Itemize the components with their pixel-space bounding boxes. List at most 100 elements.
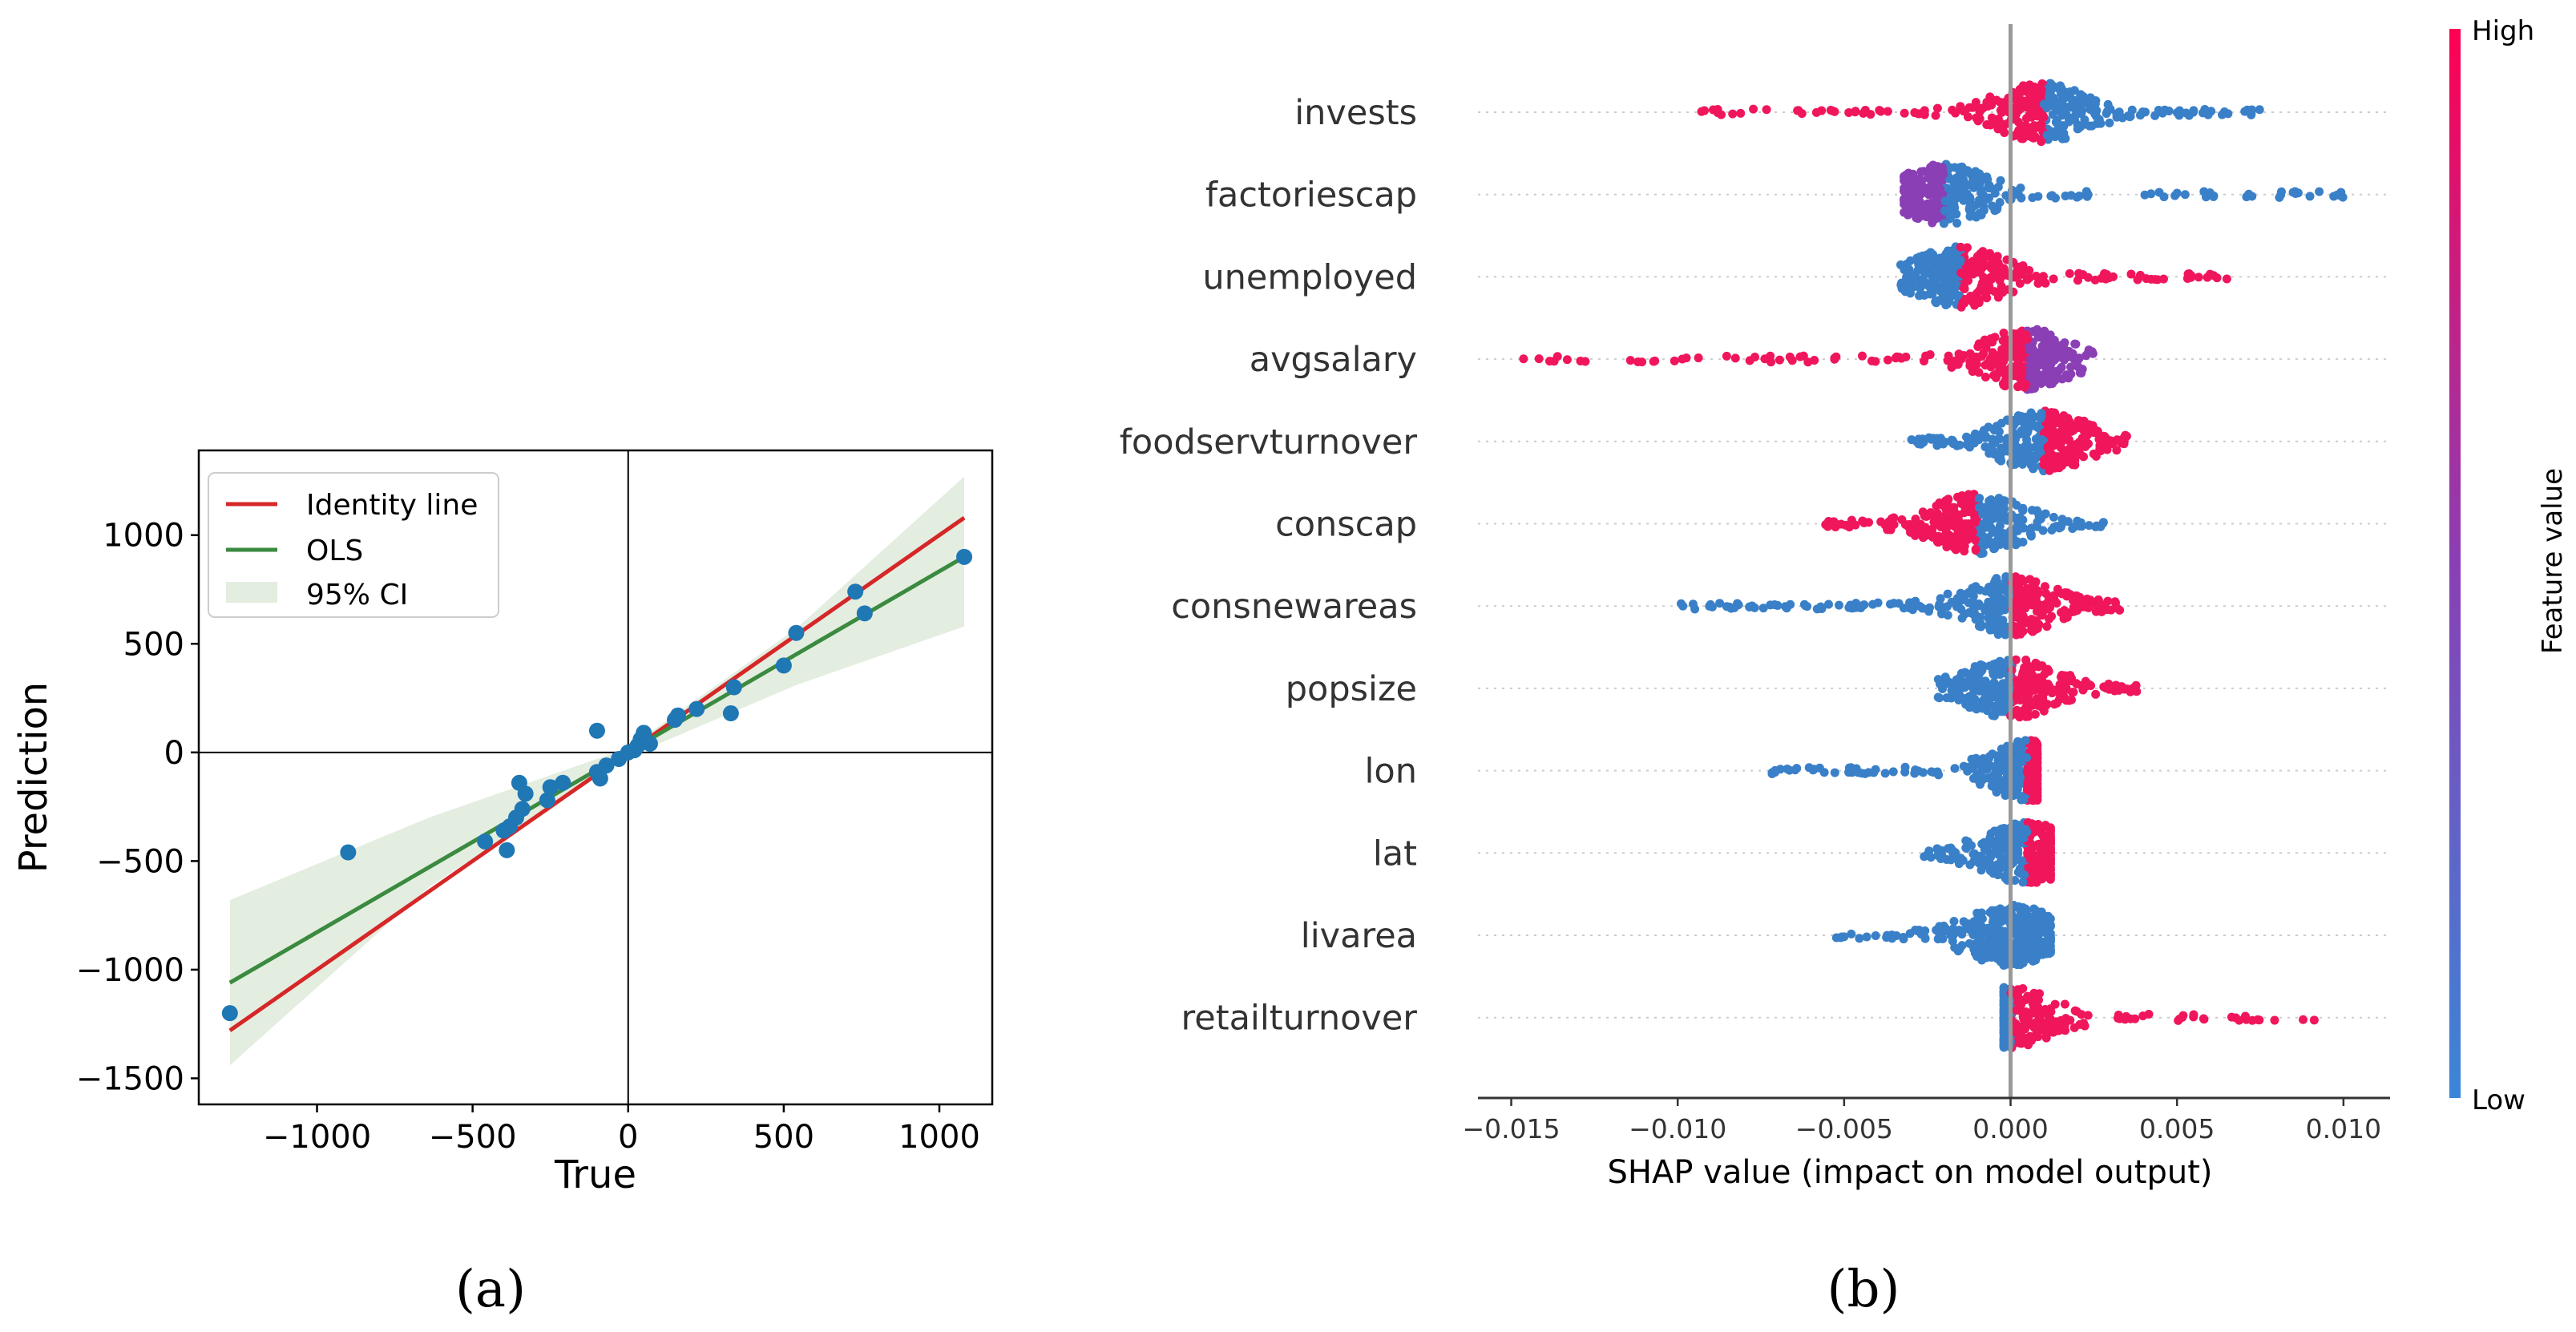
shap-dot xyxy=(1973,342,1983,352)
shap-dot xyxy=(2045,948,2055,958)
shap-dot xyxy=(2084,521,2094,531)
shap-dot xyxy=(1940,206,1949,216)
shap-dot xyxy=(2021,710,2031,720)
shap-dot xyxy=(2058,672,2068,681)
panel-b-caption: (b) xyxy=(1827,1260,1900,1319)
shap-dot xyxy=(2013,998,2023,1007)
shap-dot xyxy=(1928,161,1937,171)
shap-dot xyxy=(2091,111,2101,121)
shap-dot xyxy=(1995,198,2005,208)
shap-dot xyxy=(2092,521,2102,531)
shap-dot xyxy=(1920,357,1929,366)
shap-dot xyxy=(1994,755,2004,765)
shap-dot xyxy=(2013,758,2022,768)
shap-dot xyxy=(2029,988,2039,998)
shap-dot xyxy=(2025,1031,2035,1041)
colorbar-gradient xyxy=(2449,29,2461,1098)
shap-dot xyxy=(1937,166,1947,176)
shap-dot xyxy=(2203,110,2213,119)
shap-dot xyxy=(1810,355,1819,365)
shap-dot xyxy=(1932,269,1942,279)
plot-frame xyxy=(197,449,994,1106)
feature-label: lat xyxy=(1373,834,1417,874)
shap-dot xyxy=(1997,107,2007,117)
panel-a-caption: (a) xyxy=(455,1260,526,1319)
shap-dot xyxy=(1871,930,1880,940)
shap-dot xyxy=(2090,275,2100,285)
data-point xyxy=(555,774,571,791)
shap-dot xyxy=(1956,302,1966,312)
shap-dot xyxy=(1959,107,1968,116)
feature-label: avgsalary xyxy=(1250,340,1417,380)
shap-dot xyxy=(1862,932,1871,942)
shap-dot xyxy=(1787,356,1797,365)
colorbar-high-label: High xyxy=(2472,15,2534,47)
shap-dot xyxy=(1936,679,1945,688)
shap-dot xyxy=(2032,616,2041,625)
shap-dot xyxy=(2078,425,2088,434)
shap-dot xyxy=(1972,360,1981,369)
shap-dot xyxy=(1847,515,1856,525)
data-point xyxy=(669,707,686,724)
shap-dot xyxy=(1987,922,1997,932)
shap-dot xyxy=(1932,200,1942,209)
shap-dot xyxy=(2037,434,2046,444)
shap-dot xyxy=(2091,689,2101,699)
shap-dot xyxy=(1918,533,1928,543)
shap-dot xyxy=(1960,284,1969,293)
shap-dot xyxy=(2059,614,2069,624)
shap-dot xyxy=(1912,274,1922,284)
shap-dot xyxy=(2045,840,2055,850)
shap-dot xyxy=(1775,355,1784,365)
shap-dot xyxy=(1976,268,1985,277)
shap-dot xyxy=(2042,454,2052,464)
shap-dot xyxy=(2027,697,2037,707)
shap-dot xyxy=(2024,454,2033,463)
shap-dot xyxy=(2034,941,2044,951)
shap-dot xyxy=(1633,357,1643,366)
shap-dot xyxy=(1925,349,1935,359)
shap-dot xyxy=(1882,933,1892,942)
shap-dot xyxy=(1998,271,2008,281)
shap-dot xyxy=(1965,212,1975,221)
shap-dot xyxy=(2045,331,2055,341)
data-point xyxy=(477,833,494,850)
shap-dot xyxy=(2021,736,2030,745)
shap-dot xyxy=(1800,601,1810,611)
shap-dot xyxy=(1974,298,1984,308)
shap-dot xyxy=(1900,762,1910,772)
shap-dot xyxy=(1920,106,1929,115)
shap-dot xyxy=(2054,695,2064,704)
shap-dot xyxy=(2089,97,2098,107)
shap-dot xyxy=(1883,107,1892,116)
shap-dot xyxy=(1956,190,1965,200)
shap-dot xyxy=(1993,619,2002,628)
shap-dot xyxy=(1920,208,1930,217)
shap-dot xyxy=(1928,526,1937,535)
shap-dot xyxy=(1997,345,2007,354)
shap-dot xyxy=(1924,846,1934,856)
shap-dot xyxy=(1900,519,1910,529)
shap-dot xyxy=(2014,363,2024,373)
shap-dot xyxy=(1948,503,1958,513)
shap-dot xyxy=(2122,431,2131,441)
shap-dot xyxy=(2033,853,2043,862)
shap-dot xyxy=(2010,819,2020,829)
shap-dot xyxy=(2040,688,2049,697)
shap-dot xyxy=(2021,908,2031,918)
shap-dot xyxy=(2094,605,2103,615)
shap-dot xyxy=(2041,582,2050,591)
x-tick-label: −0.010 xyxy=(1629,1113,1726,1144)
shap-dot xyxy=(2222,274,2231,284)
shap-dot xyxy=(1976,281,1986,291)
shap-dot xyxy=(1996,606,2005,616)
shap-dot xyxy=(2060,999,2069,1009)
colorbar-title: Feature value xyxy=(2537,468,2569,654)
shap-dot xyxy=(1858,351,1867,361)
beeswarm-dots xyxy=(1519,79,2348,1052)
shap-dot xyxy=(1700,106,1710,115)
shap-dot xyxy=(1960,295,1969,305)
legend: Identity line OLS 95% CI xyxy=(208,472,499,618)
shap-dot xyxy=(2079,94,2089,103)
shap-dot xyxy=(2047,191,2057,200)
